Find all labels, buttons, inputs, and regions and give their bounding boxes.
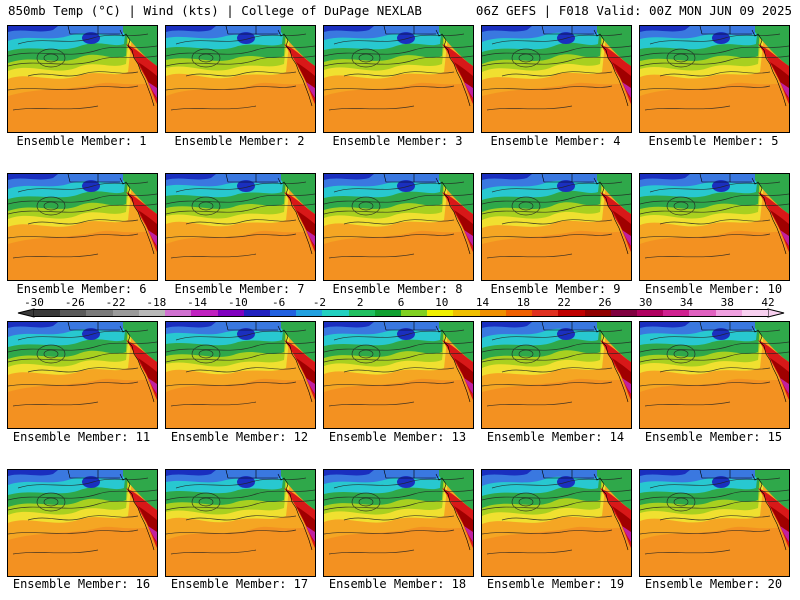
ensemble-member-caption: Ensemble Member: 8 (332, 282, 463, 296)
colorbar-segment (243, 309, 271, 317)
colorbar-segment (453, 309, 481, 317)
ensemble-member-caption: Ensemble Member: 5 (648, 134, 779, 148)
ensemble-map-panel (165, 173, 316, 281)
ensemble-member-caption: Ensemble Member: 16 (12, 577, 151, 591)
ensemble-member-caption: Ensemble Member: 3 (332, 134, 463, 148)
colorbar-tick-label: 10 (435, 296, 449, 309)
colorbar-tick-label: 26 (598, 296, 612, 309)
colorbar-segment (532, 309, 559, 317)
ensemble-map-panel (165, 25, 316, 133)
colorbar-segment (112, 309, 140, 317)
ensemble-map-panel (323, 321, 474, 429)
ensemble-member-caption: Ensemble Member: 18 (328, 577, 467, 591)
colorbar-tick-label: 30 (639, 296, 653, 309)
ensemble-member-caption: Ensemble Member: 13 (328, 430, 467, 444)
colorbar-segment (374, 309, 402, 317)
colorbar-segment (60, 309, 87, 317)
ensemble-member-caption: Ensemble Member: 14 (486, 430, 625, 444)
ensemble-member-caption: Ensemble Member: 2 (174, 134, 305, 148)
colorbar-segment (636, 309, 664, 317)
colorbar-segment (715, 309, 743, 317)
colorbar-segment (663, 309, 690, 317)
colorbar-tick-label: -14 (187, 296, 208, 309)
colorbar-tick-label: -10 (227, 296, 248, 309)
ensemble-member-caption: Ensemble Member: 11 (12, 430, 151, 444)
ensemble-member-caption: Ensemble Member: 9 (490, 282, 621, 296)
ensemble-member-caption: Ensemble Member: 17 (170, 577, 309, 591)
colorbar-segment (505, 309, 533, 317)
ensemble-map-panel (7, 25, 158, 133)
ensemble-member-caption: Ensemble Member: 10 (644, 282, 783, 296)
colorbar-segment (34, 309, 61, 317)
ensemble-member-caption: Ensemble Member: 7 (174, 282, 305, 296)
colorbar-segment (479, 309, 507, 317)
colorbar-tick-label: 38 (720, 296, 734, 309)
ensemble-map-panel (323, 469, 474, 577)
ensemble-map-panel (323, 173, 474, 281)
ensemble-map-panel (7, 321, 158, 429)
colorbar-segment (217, 309, 245, 317)
ensemble-member-caption: Ensemble Member: 15 (644, 430, 783, 444)
ensemble-member-caption: Ensemble Member: 20 (644, 577, 783, 591)
colorbar-tick-label: 34 (679, 296, 694, 309)
colorbar-segment (191, 309, 218, 317)
ensemble-map-panel (7, 469, 158, 577)
colorbar-segment (322, 309, 350, 317)
ensemble-member-caption: Ensemble Member: 6 (16, 282, 147, 296)
ensemble-map-panel (481, 173, 632, 281)
colorbar-tick-label: 2 (356, 296, 364, 309)
ensemble-member-caption: Ensemble Member: 4 (490, 134, 621, 148)
colorbar-segment (584, 309, 612, 317)
colorbar-tick-label: -22 (105, 296, 126, 309)
run-info: 06Z GEFS | F018 Valid: 00Z MON JUN 09 20… (475, 3, 792, 18)
colorbar-tick-label: -2 (312, 296, 327, 309)
ensemble-member-caption: Ensemble Member: 1 (16, 134, 147, 148)
ensemble-member-caption: Ensemble Member: 19 (486, 577, 625, 591)
ensemble-map-panel (481, 321, 632, 429)
colorbar-tick-label: -6 (272, 296, 286, 309)
colorbar-segment (741, 309, 769, 317)
colorbar-segment (610, 309, 638, 317)
colorbar-segment (296, 309, 323, 317)
ensemble-map-panel (165, 321, 316, 429)
ensemble-map-panel (639, 469, 790, 577)
colorbar-tick-label: 14 (475, 296, 490, 309)
colorbar-segment (165, 309, 192, 317)
colorbar-segment (269, 309, 297, 317)
colorbar-tick-label: -18 (146, 296, 167, 309)
colorbar-tick-label: -30 (24, 296, 44, 309)
colorbar-segment (401, 309, 428, 317)
ensemble-map-panel (481, 25, 632, 133)
colorbar-segment (86, 309, 114, 317)
colorbar-tick-label: 42 (761, 296, 775, 309)
ensemble-map-panel (639, 321, 790, 429)
colorbar-tick-label: -26 (64, 296, 85, 309)
ensemble-map-panel (639, 25, 790, 133)
ensemble-map-panel (323, 25, 474, 133)
ensemble-member-caption: Ensemble Member: 12 (170, 430, 309, 444)
page-title: 850mb Temp (°C) | Wind (kts) | College o… (8, 3, 422, 18)
colorbar-segment (427, 309, 454, 317)
ensemble-map-panel (165, 469, 316, 577)
colorbar-segment (689, 309, 717, 317)
ensemble-map-panel (639, 173, 790, 281)
colorbar-segment (558, 309, 585, 317)
colorbar-tick-label: 22 (557, 296, 571, 309)
colorbar-tick-label: 18 (516, 296, 530, 309)
ensemble-map-panel (481, 469, 632, 577)
colorbar-segment (348, 309, 376, 317)
ensemble-map-panel (7, 173, 158, 281)
colorbar-segment (138, 309, 166, 317)
colorbar-tick-label: 6 (397, 296, 405, 309)
